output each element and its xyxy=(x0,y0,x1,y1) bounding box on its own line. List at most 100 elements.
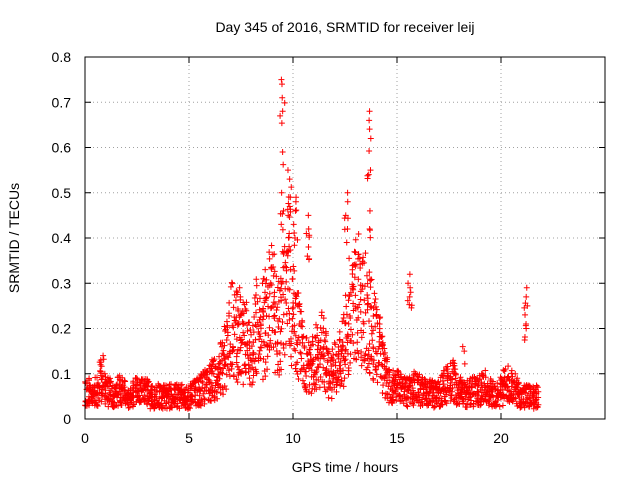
data-point xyxy=(404,403,411,410)
data-point xyxy=(196,392,203,399)
data-point xyxy=(308,362,315,369)
data-point xyxy=(368,276,375,283)
data-point xyxy=(189,393,196,400)
data-point xyxy=(286,203,293,210)
data-point xyxy=(279,149,286,156)
data-point xyxy=(368,353,375,360)
data-point xyxy=(221,383,228,390)
data-point xyxy=(209,384,216,391)
data-point xyxy=(532,397,539,404)
data-point xyxy=(433,394,440,401)
data-point xyxy=(248,381,255,388)
data-point xyxy=(262,330,269,337)
data-point xyxy=(228,361,235,368)
x-axis-label: GPS time / hours xyxy=(292,459,399,475)
data-point xyxy=(377,333,384,340)
data-point xyxy=(367,234,374,241)
data-point xyxy=(299,377,306,384)
data-point xyxy=(262,289,269,296)
data-point xyxy=(344,198,351,205)
data-point xyxy=(249,379,256,386)
data-point xyxy=(509,373,516,380)
data-point xyxy=(99,392,106,399)
data-point xyxy=(169,404,176,411)
data-point xyxy=(393,397,400,404)
data-point xyxy=(318,329,325,336)
data-point xyxy=(259,316,266,323)
data-point xyxy=(93,399,100,406)
data-point xyxy=(355,230,362,237)
data-point xyxy=(239,367,246,374)
data-point xyxy=(98,372,105,379)
data-point xyxy=(291,267,298,274)
data-point xyxy=(386,391,393,398)
y-tick-label: 0.3 xyxy=(52,275,72,291)
data-point xyxy=(248,343,255,350)
data-point xyxy=(336,368,343,375)
data-point xyxy=(366,360,373,367)
data-point xyxy=(288,184,295,191)
data-point xyxy=(364,306,371,313)
data-point xyxy=(351,248,358,255)
data-point xyxy=(299,319,306,326)
data-point xyxy=(372,323,379,330)
data-point xyxy=(440,381,447,388)
data-point xyxy=(263,294,270,301)
data-point xyxy=(362,351,369,358)
data-point xyxy=(367,284,374,291)
data-point xyxy=(376,343,383,350)
data-point xyxy=(523,293,530,300)
data-point xyxy=(268,242,275,249)
data-point xyxy=(242,361,249,368)
data-point xyxy=(211,394,218,401)
data-point xyxy=(340,343,347,350)
data-point xyxy=(505,363,512,370)
data-point xyxy=(392,372,399,379)
data-point xyxy=(234,306,241,312)
data-point xyxy=(322,388,329,395)
data-point xyxy=(229,280,236,287)
data-point xyxy=(250,372,257,379)
data-point xyxy=(370,357,377,364)
data-point xyxy=(245,319,252,326)
data-point xyxy=(317,374,324,381)
data-point xyxy=(233,376,240,383)
data-point xyxy=(243,307,250,314)
data-point xyxy=(409,385,416,392)
data-point xyxy=(333,388,340,395)
data-point xyxy=(274,284,281,291)
data-point xyxy=(366,207,373,214)
data-point xyxy=(277,328,284,335)
data-point xyxy=(227,283,234,290)
data-point xyxy=(278,366,285,373)
data-point xyxy=(515,379,522,386)
data-point xyxy=(305,389,312,396)
data-point xyxy=(510,378,517,385)
data-point xyxy=(406,271,413,278)
data-point xyxy=(369,337,376,344)
data-point xyxy=(368,330,375,337)
data-point xyxy=(490,394,497,401)
data-point xyxy=(224,332,231,339)
y-tick-label: 0 xyxy=(63,411,71,427)
data-point xyxy=(524,302,531,309)
data-point xyxy=(378,333,385,340)
data-point xyxy=(365,318,372,325)
data-point xyxy=(280,311,287,318)
data-point xyxy=(354,304,361,311)
data-point xyxy=(202,369,209,376)
data-point xyxy=(266,249,273,256)
data-point xyxy=(270,263,277,270)
data-point xyxy=(224,324,231,331)
data-point xyxy=(352,236,359,243)
data-point xyxy=(228,279,235,286)
data-point xyxy=(456,400,463,407)
data-point xyxy=(97,361,104,368)
data-point xyxy=(461,360,468,367)
data-point xyxy=(273,347,280,354)
data-point xyxy=(268,304,275,311)
data-point xyxy=(527,384,534,391)
data-point xyxy=(334,367,341,374)
data-point xyxy=(357,308,364,315)
data-point xyxy=(296,303,303,310)
